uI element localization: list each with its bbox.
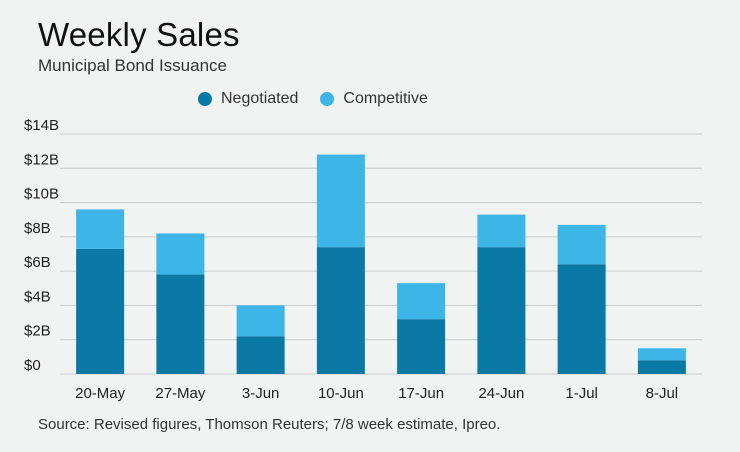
- bar-negotiated-3-jun: [236, 336, 285, 374]
- chart-subtitle: Municipal Bond Issuance: [38, 56, 228, 75]
- y-tick-label: $12B: [24, 151, 59, 168]
- bar-negotiated-17-jun: [397, 319, 446, 374]
- y-tick-label: $6B: [24, 254, 51, 271]
- legend-swatch-negotiated: [198, 92, 212, 106]
- chart-title: Weekly Sales: [38, 16, 240, 53]
- y-tick-label: $2B: [24, 323, 51, 340]
- legend-item-negotiated: Negotiated: [198, 90, 298, 108]
- bar-competitive-3-jun: [236, 305, 285, 337]
- bar-negotiated-8-jul: [637, 360, 686, 374]
- source-note: Source: Revised figures, Thomson Reuters…: [38, 416, 501, 433]
- bar-competitive-1-jul: [557, 224, 606, 265]
- bar-negotiated-24-jun: [477, 247, 526, 374]
- bar-competitive-24-jun: [477, 214, 526, 248]
- x-tick-label: 17-Jun: [398, 385, 444, 402]
- bar-competitive-20-may: [76, 209, 125, 249]
- legend-label-negotiated: Negotiated: [221, 90, 299, 107]
- bar-negotiated-20-may: [76, 248, 125, 374]
- x-tick-label: 27-May: [155, 385, 206, 402]
- bar-negotiated-1-jul: [557, 264, 606, 374]
- legend-label-competitive: Competitive: [343, 90, 428, 107]
- x-tick-label: 8-Jul: [646, 385, 679, 402]
- bar-negotiated-10-jun: [316, 247, 365, 374]
- y-tick-label: $14B: [24, 117, 59, 134]
- x-tick-label: 20-May: [75, 385, 126, 402]
- legend-swatch-competitive: [320, 92, 335, 106]
- legend-item-competitive: Competitive: [320, 90, 428, 108]
- legend: Negotiated Competitive: [198, 90, 450, 108]
- y-tick-label: $0: [24, 357, 41, 374]
- bar-competitive-27-may: [156, 233, 205, 275]
- y-tick-label: $8B: [24, 220, 51, 237]
- y-tick-label: $4B: [24, 288, 51, 305]
- x-tick-label: 1-Jul: [565, 385, 598, 402]
- x-tick-label: 24-Jun: [478, 385, 524, 402]
- y-tick-label: $10B: [24, 186, 59, 203]
- bar-negotiated-27-may: [156, 274, 205, 374]
- x-tick-label: 10-Jun: [318, 385, 364, 402]
- bar-competitive-17-jun: [397, 283, 446, 320]
- bar-competitive-8-jul: [637, 348, 686, 361]
- x-tick-label: 3-Jun: [242, 385, 280, 402]
- bar-competitive-10-jun: [316, 154, 365, 248]
